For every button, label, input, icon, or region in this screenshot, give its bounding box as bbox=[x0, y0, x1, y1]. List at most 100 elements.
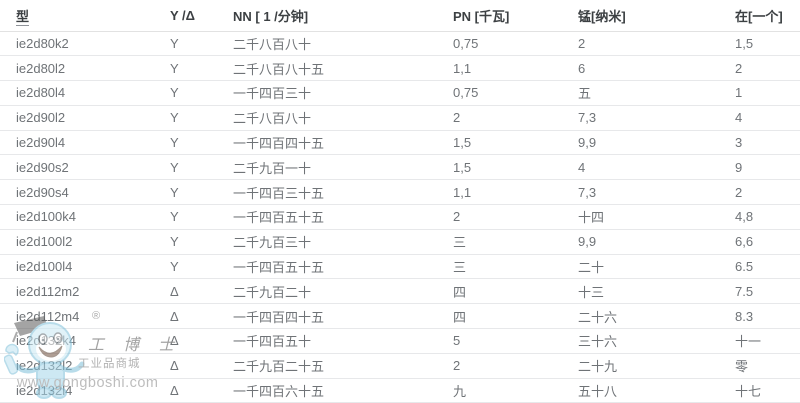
header-row: 型 Y /Δ NN [ 1 /分钟] PN [千瓦] 锰[纳米] 在[一个] bbox=[0, 0, 800, 32]
cell-wiring: Δ bbox=[170, 378, 233, 403]
column-header-current: 在[一个] bbox=[735, 0, 800, 32]
cell-model: ie2d112m4 bbox=[0, 303, 170, 330]
cell-wiring: Y bbox=[170, 179, 233, 206]
cell-nn: 二千九百二十五 bbox=[233, 353, 453, 379]
cell-at: 2 bbox=[735, 179, 800, 206]
cell-mn: 7,3 bbox=[578, 105, 735, 131]
cell-nn: 一千四百三十五 bbox=[233, 179, 453, 206]
cell-at: 4,8 bbox=[735, 204, 800, 230]
cell-wiring: Y bbox=[170, 130, 233, 156]
cell-mn: 十四 bbox=[578, 204, 735, 230]
cell-nn: 一千四百五十五 bbox=[233, 204, 453, 230]
cell-mn: 二十九 bbox=[578, 353, 735, 379]
cell-pn: 四 bbox=[453, 278, 578, 305]
cell-pn: 0,75 bbox=[453, 80, 578, 106]
cell-model: ie2d80l4 bbox=[0, 80, 170, 106]
cell-at: 1 bbox=[735, 80, 800, 106]
table-row: ie2d90s4 Y 一千四百三十五 1,1 7,3 2 bbox=[0, 179, 800, 206]
table-row: ie2d100l2 Y 二千九百三十三 9,9 6,6 bbox=[0, 229, 800, 255]
cell-model: ie2d132l4 bbox=[0, 378, 170, 403]
cell-model: ie2d100l2 bbox=[0, 229, 170, 255]
cell-pn: 5 bbox=[453, 328, 578, 354]
cell-pn: 1,5 bbox=[453, 130, 578, 156]
cell-mn: 6 bbox=[578, 55, 735, 82]
cell-at: 2 bbox=[735, 55, 800, 82]
cell-pn: 四 bbox=[453, 303, 578, 330]
cell-nn: 二千九百三十 bbox=[233, 229, 453, 255]
cell-model: ie2d90s2 bbox=[0, 154, 170, 181]
cell-at: 7.5 bbox=[735, 278, 800, 305]
cell-nn: 一千四百三十 bbox=[233, 80, 453, 106]
column-header-model: 型 bbox=[0, 0, 170, 32]
cell-wiring: Y bbox=[170, 154, 233, 181]
cell-model: ie2d90l4 bbox=[0, 130, 170, 156]
cell-nn: 二千九百二十 bbox=[233, 278, 453, 305]
cell-mn: 三十六 bbox=[578, 328, 735, 354]
cell-model: ie2d100l4 bbox=[0, 254, 170, 280]
table-row: ie2d132l2 Δ 二千九百二十五 2 二十九零 bbox=[0, 353, 800, 379]
cell-at: 1,5 bbox=[735, 31, 800, 57]
cell-mn: 五十八 bbox=[578, 378, 735, 403]
cell-mn: 9,9 bbox=[578, 130, 735, 156]
table-row: ie2d100k4 Y 一千四百五十五 2 十四 4,8 bbox=[0, 204, 800, 230]
cell-pn: 九 bbox=[453, 378, 578, 403]
cell-mn: 二十六 bbox=[578, 303, 735, 330]
cell-nn: 二千八百八十五 bbox=[233, 55, 453, 82]
cell-wiring: Δ bbox=[170, 303, 233, 330]
cell-wiring: Y bbox=[170, 31, 233, 57]
cell-mn: 7,3 bbox=[578, 179, 735, 206]
table-row: ie2d90l4 Y 一千四百四十五 1,5 9,9 3 bbox=[0, 130, 800, 156]
cell-model: ie2d112m2 bbox=[0, 278, 170, 305]
cell-wiring: Δ bbox=[170, 328, 233, 354]
cell-nn: 一千四百五十 bbox=[233, 328, 453, 354]
cell-model: ie2d100k4 bbox=[0, 204, 170, 230]
cell-at: 9 bbox=[735, 154, 800, 181]
column-header-wiring: Y /Δ bbox=[170, 0, 233, 32]
cell-at: 3 bbox=[735, 130, 800, 156]
table-row: ie2d132l4 Δ 一千四百六十五九五十八 十七 bbox=[0, 378, 800, 403]
cell-at: 6.5 bbox=[735, 254, 800, 280]
cell-at: 零 bbox=[735, 353, 800, 379]
table-row: ie2d100l4 Y 一千四百五十五三二十 6.5 bbox=[0, 254, 800, 280]
cell-pn: 2 bbox=[453, 353, 578, 379]
cell-at: 8.3 bbox=[735, 303, 800, 330]
table-row: ie2d132k4 Δ 一千四百五十 5 三十六 十一 bbox=[0, 328, 800, 354]
cell-mn: 4 bbox=[578, 154, 735, 181]
cell-nn: 二千八百八十 bbox=[233, 31, 453, 57]
cell-pn: 1,5 bbox=[453, 154, 578, 181]
cell-at: 4 bbox=[735, 105, 800, 131]
cell-wiring: Y bbox=[170, 105, 233, 131]
column-header-speed: NN [ 1 /分钟] bbox=[233, 0, 453, 32]
cell-wiring: Y bbox=[170, 80, 233, 106]
cell-wiring: Y bbox=[170, 254, 233, 280]
cell-pn: 1,1 bbox=[453, 55, 578, 82]
cell-model: ie2d80l2 bbox=[0, 55, 170, 82]
cell-nn: 一千四百四十五 bbox=[233, 130, 453, 156]
cell-pn: 三 bbox=[453, 229, 578, 255]
cell-model: ie2d80k2 bbox=[0, 31, 170, 57]
cell-at: 十七 bbox=[735, 378, 800, 403]
table-row: ie2d90l2 Y 二千八百八十 2 7,3 4 bbox=[0, 105, 800, 131]
column-header-torque: 锰[纳米] bbox=[578, 0, 735, 32]
table-row: ie2d80l4 Y 一千四百三十 0,75 五 1 bbox=[0, 80, 800, 106]
cell-mn: 9,9 bbox=[578, 229, 735, 255]
cell-pn: 三 bbox=[453, 254, 578, 280]
cell-at: 6,6 bbox=[735, 229, 800, 255]
cell-wiring: Δ bbox=[170, 278, 233, 305]
table-row: ie2d112m2 Δ 二千九百二十四十三 7.5 bbox=[0, 278, 800, 305]
spec-table-header: 型 Y /Δ NN [ 1 /分钟] PN [千瓦] 锰[纳米] 在[一个] bbox=[0, 0, 800, 32]
table-row: ie2d112m4 Δ 一千四百四十五四二十六 8.3 bbox=[0, 303, 800, 330]
cell-nn: 一千四百五十五 bbox=[233, 254, 453, 280]
cell-pn: 2 bbox=[453, 204, 578, 230]
cell-model: ie2d132k4 bbox=[0, 328, 170, 354]
cell-model: ie2d132l2 bbox=[0, 353, 170, 379]
cell-wiring: Y bbox=[170, 55, 233, 82]
cell-mn: 五 bbox=[578, 80, 735, 106]
cell-model: ie2d90s4 bbox=[0, 179, 170, 206]
cell-nn: 二千九百一十 bbox=[233, 154, 453, 181]
spec-table-body: ie2d80k2 Y 二千八百八十 0,75 2 1,5 ie2d80l2 Y 二千八百八十五 1… bbox=[0, 31, 800, 403]
table-row: ie2d90s2 Y 二千九百一十 1,5 4 9 bbox=[0, 154, 800, 181]
model-header-underlined-label[interactable]: 型 bbox=[16, 8, 30, 26]
cell-mn: 二十 bbox=[578, 254, 735, 280]
